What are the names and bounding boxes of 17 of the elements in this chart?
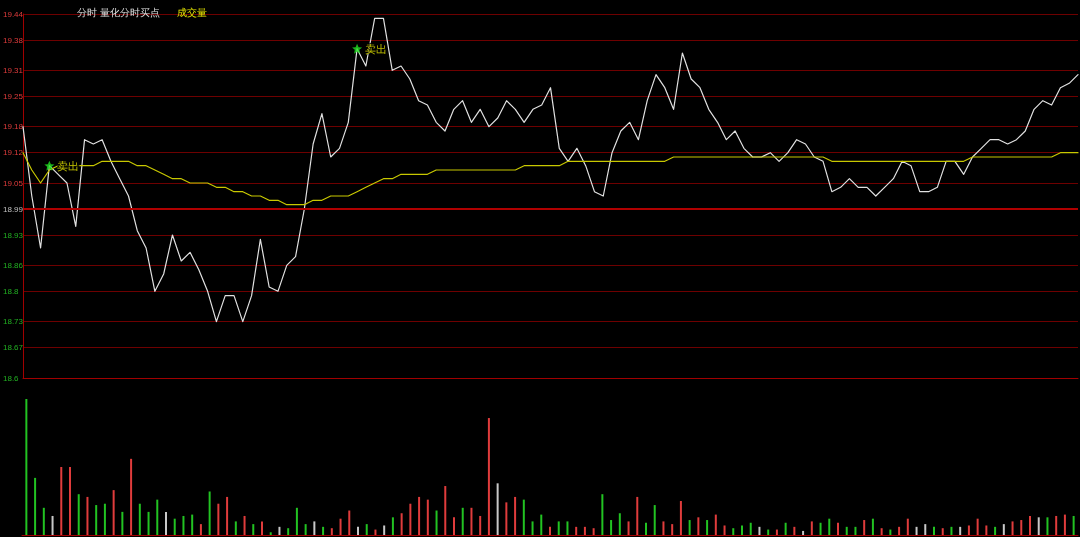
- y-tick-label: 18.8: [3, 286, 20, 296]
- y-tick-label: 18.93: [3, 230, 24, 240]
- y-tick-label: 18.99: [3, 204, 24, 214]
- y-tick-label: 19.25: [3, 91, 24, 101]
- y-tick-label: 18.73: [3, 317, 24, 327]
- y-tick-label: 18.6: [3, 373, 20, 383]
- y-tick-label: 19.12: [3, 148, 24, 158]
- data-label: 卖出: [365, 42, 388, 55]
- y-tick-label: 18.86: [3, 260, 24, 270]
- y-tick-label: 19.31: [3, 65, 24, 75]
- y-tick-label: 19.05: [3, 178, 24, 188]
- y-tick-label: 19.18: [3, 122, 24, 132]
- chart-title: 分时 量化分时买点: [77, 6, 160, 18]
- y-tick-label: 19.38: [3, 35, 24, 45]
- annotation: 成交量: [177, 6, 207, 18]
- y-tick-label: 19.44: [3, 9, 24, 19]
- y-tick-label: 18.67: [3, 343, 24, 353]
